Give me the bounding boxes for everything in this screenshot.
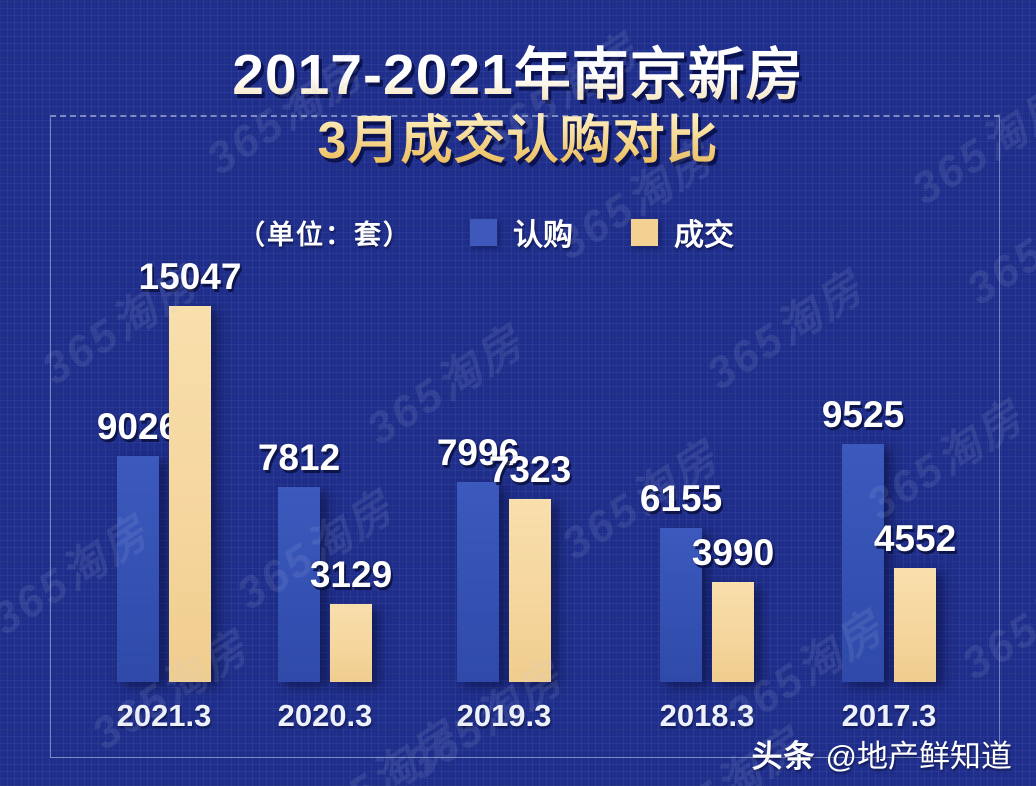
bar-wrap: 7323 — [489, 449, 571, 682]
value-label: 7996 — [436, 432, 520, 473]
bar-成交-2020.3 — [330, 604, 372, 682]
bar-成交-2017.3 — [894, 568, 936, 682]
bar-wrap: 3129 — [310, 554, 392, 682]
legend: （单位：套） 认购 成交 — [238, 214, 734, 252]
category-label: 2021.3 — [116, 698, 212, 733]
value-label: 3990 — [691, 532, 775, 573]
legend-swatch-tan — [631, 218, 658, 246]
legend-item-rengou: 认购 — [470, 210, 573, 254]
bar-wrap: 9525 — [822, 394, 904, 682]
page-title-line1: 2017-2021年南京新房 — [0, 43, 1036, 108]
credit: 头条 @地产鲜知道 — [752, 731, 1012, 776]
value-label: 3129 — [309, 554, 393, 595]
page-title-line2: 3月成交认购对比 — [0, 112, 1036, 170]
category-label: 2017.3 — [841, 698, 937, 733]
bar-pair: 6155 3990 — [640, 478, 774, 682]
bar-认购-2020.3 — [278, 487, 320, 682]
bar-成交-2021.3 — [169, 306, 211, 682]
category-label: 2018.3 — [659, 698, 755, 733]
value-label: 15047 — [138, 256, 242, 297]
unit-label: （单位：套） — [238, 219, 412, 250]
legend-label-rengou: 认购 — [513, 219, 573, 252]
value-label: 7812 — [257, 437, 341, 478]
bar-成交-2018.3 — [712, 582, 754, 682]
credit-brand: 头条 — [751, 739, 816, 774]
bar-pair: 9026 15047 — [97, 256, 241, 682]
bar-认购-2017.3 — [842, 444, 884, 682]
bar-成交-2019.3 — [509, 499, 551, 682]
legend-label-chengjiao: 成交 — [674, 219, 734, 252]
bar-wrap: 15047 — [139, 256, 241, 682]
chart-frame-border — [50, 115, 1000, 758]
bar-认购-2018.3 — [660, 528, 702, 682]
title-block: 2017-2021年南京新房 3月成交认购对比 — [0, 43, 1036, 170]
category-label: 2019.3 — [456, 698, 552, 733]
legend-item-chengjiao: 成交 — [631, 210, 734, 254]
category-label: 2020.3 — [277, 698, 373, 733]
value-label: 4552 — [873, 518, 957, 559]
bar-wrap: 4552 — [874, 518, 956, 682]
bar-认购-2019.3 — [457, 482, 499, 682]
credit-handle: @地产鲜知道 — [825, 739, 1012, 774]
bar-wrap: 3990 — [692, 532, 774, 682]
bar-pair: 7996 7323 — [437, 432, 571, 682]
bar-认购-2021.3 — [117, 456, 159, 682]
bar-pair: 7812 3129 — [258, 437, 392, 682]
bar-pair: 9525 4552 — [822, 394, 956, 682]
bar-chart: 9026 15047 2021.3 7812 3129 2020.3 7996 7323 201… — [97, 256, 956, 733]
bar-wrap: 7996 — [437, 432, 519, 682]
legend-swatch-blue — [470, 218, 497, 246]
value-label: 9026 — [96, 406, 180, 447]
value-label: 9525 — [821, 394, 905, 435]
bar-wrap: 7812 — [258, 437, 340, 682]
value-label: 6155 — [639, 478, 723, 519]
bar-wrap: 6155 — [640, 478, 722, 682]
value-label: 7323 — [488, 449, 572, 490]
bar-wrap: 9026 — [97, 406, 179, 682]
